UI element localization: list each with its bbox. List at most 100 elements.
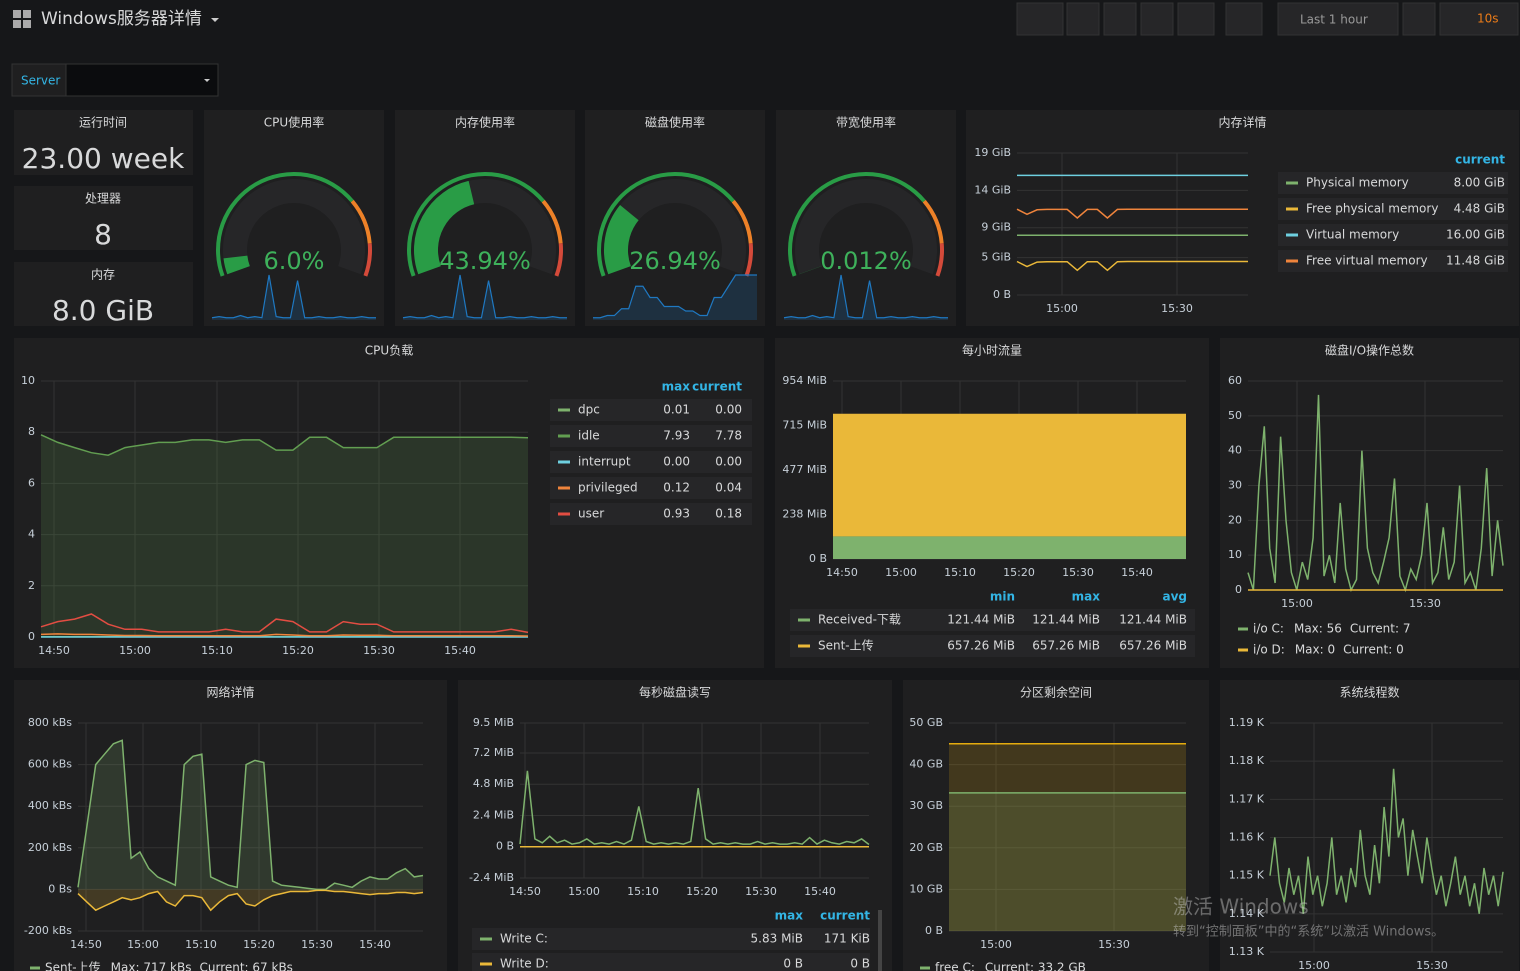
legend-value: 0.00: [663, 455, 690, 469]
view-mode-button[interactable]: [1225, 2, 1263, 36]
y-tick-label: 40 GB: [909, 758, 943, 771]
scrollbar: [878, 910, 882, 971]
gauge-fill: [223, 255, 250, 275]
star-button[interactable]: [1066, 2, 1100, 36]
y-tick-label: 1.18 K: [1229, 754, 1265, 767]
y-tick-label: 30 GB: [909, 799, 943, 812]
zoom-out-button[interactable]: [1402, 2, 1436, 36]
share-button[interactable]: [1103, 2, 1137, 36]
stat-title: 内存: [91, 268, 115, 282]
x-tick-label: 15:20: [1003, 566, 1035, 579]
legend-header: max: [775, 909, 804, 923]
sparkline: [402, 274, 567, 319]
legend-name: dpc: [578, 403, 600, 417]
watermark-subtitle: 转到“控制面板”中的“系统”以激活 Windows。: [1173, 924, 1444, 940]
legend-value: 0.04: [715, 481, 742, 495]
series-area: [949, 743, 1186, 931]
y-tick-label: 10 GB: [909, 882, 943, 895]
legend-header: current: [820, 909, 870, 923]
legend-value: Max: 56: [1294, 622, 1342, 636]
y-tick-label: 1.14 K: [1229, 907, 1265, 920]
panel-title: 内存详情: [1218, 115, 1266, 130]
gauge-title: 带宽使用率: [836, 115, 896, 130]
panel: [14, 262, 193, 326]
sparkline: [593, 274, 757, 319]
y-tick-label: 8: [28, 425, 35, 438]
legend-value: 11.48 GiB: [1446, 254, 1505, 268]
legend-row: [550, 477, 752, 499]
sparkline-area: [593, 275, 757, 320]
gauge-value: 0.012%: [820, 247, 912, 275]
gauge-fill: [414, 180, 475, 275]
y-tick-label: 10: [1228, 548, 1242, 561]
x-tick-label: 15:00: [1046, 302, 1078, 315]
variable-label-box: [11, 63, 67, 97]
legend-value: 121.44 MiB: [1119, 613, 1187, 627]
legend-name: privileged: [578, 481, 638, 495]
y-tick-label: 4.8 MiB: [473, 777, 514, 790]
y-tick-label: 0 B: [496, 840, 514, 853]
x-tick-label: 14:50: [38, 644, 70, 657]
time-range[interactable]: Last 1 hour: [1300, 13, 1368, 27]
legend-value: Current: 67 kBs: [199, 961, 292, 971]
stat-title: 运行时间: [79, 116, 127, 130]
dashboard-title[interactable]: Windows服务器详情: [41, 9, 202, 29]
y-tick-label: 20 GB: [909, 841, 943, 854]
y-tick-label: 600 kBs: [28, 758, 72, 771]
title-caret[interactable]: [211, 18, 219, 22]
add-panel-button[interactable]: [1016, 2, 1064, 36]
series-line: [1269, 768, 1504, 914]
panel: [14, 680, 447, 971]
time-picker[interactable]: [1277, 2, 1399, 36]
legend-name: Free virtual memory: [1306, 254, 1428, 268]
series-line: [519, 770, 870, 846]
refresh-button[interactable]: [1439, 2, 1519, 36]
gauge-value: 6.0%: [264, 247, 325, 275]
legend-name: i/o D:: [1253, 643, 1285, 657]
x-tick-label: 15:00: [980, 938, 1012, 951]
gauge-threshold: [597, 172, 735, 277]
x-tick-label: 15:30: [1416, 959, 1448, 971]
legend-name: Received-下载: [818, 613, 901, 627]
panel-title: 分区剩余空间: [1020, 685, 1092, 700]
legend-name: free C:: [935, 961, 975, 971]
series-line: [1247, 394, 1504, 593]
legend-row: [550, 425, 752, 447]
x-tick-label: 14:50: [509, 885, 541, 898]
legend-name: i/o C:: [1253, 622, 1284, 636]
y-tick-label: 40: [1228, 444, 1242, 457]
legend-header: max: [662, 380, 691, 394]
legend-name: user: [578, 507, 604, 521]
y-tick-label: 2.4 MiB: [473, 808, 514, 821]
y-tick-label: 0 Bs: [48, 882, 72, 895]
refresh-interval[interactable]: 10s: [1477, 12, 1499, 26]
legend-value: 121.44 MiB: [1032, 613, 1100, 627]
series-line: [40, 633, 529, 637]
stat-title: 处理器: [85, 192, 121, 206]
variable-select[interactable]: [65, 63, 219, 97]
legend-row: [1278, 224, 1508, 246]
x-tick-label: 15:10: [201, 644, 233, 657]
variable-caret[interactable]: [204, 79, 210, 82]
legend-value: Max: 717 kBs: [111, 961, 192, 971]
x-tick-label: 14:50: [826, 566, 858, 579]
legend-name: Physical memory: [1306, 176, 1409, 190]
stat-value: 23.00 week: [22, 142, 185, 175]
settings-button[interactable]: [1177, 2, 1215, 36]
x-tick-label: 15:00: [1281, 597, 1313, 610]
gauge-threshold: [922, 199, 944, 244]
x-tick-label: 15:00: [885, 566, 917, 579]
panel-title: 网络详情: [206, 685, 254, 700]
legend-value: 7.78: [715, 429, 742, 443]
legend-header: max: [1072, 590, 1101, 604]
legend-value: 171 KiB: [824, 932, 870, 946]
legend-name: Sent-上传: [818, 638, 874, 653]
legend-name: Sent-上传: [45, 960, 101, 971]
series-line: [40, 613, 529, 634]
gauge-threshold: [935, 243, 944, 277]
save-button[interactable]: [1140, 2, 1174, 36]
x-tick-label: 15:30: [745, 885, 777, 898]
series-area: [78, 889, 423, 911]
gauge-fill: [604, 205, 639, 275]
y-tick-label: 1.16 K: [1229, 831, 1265, 844]
